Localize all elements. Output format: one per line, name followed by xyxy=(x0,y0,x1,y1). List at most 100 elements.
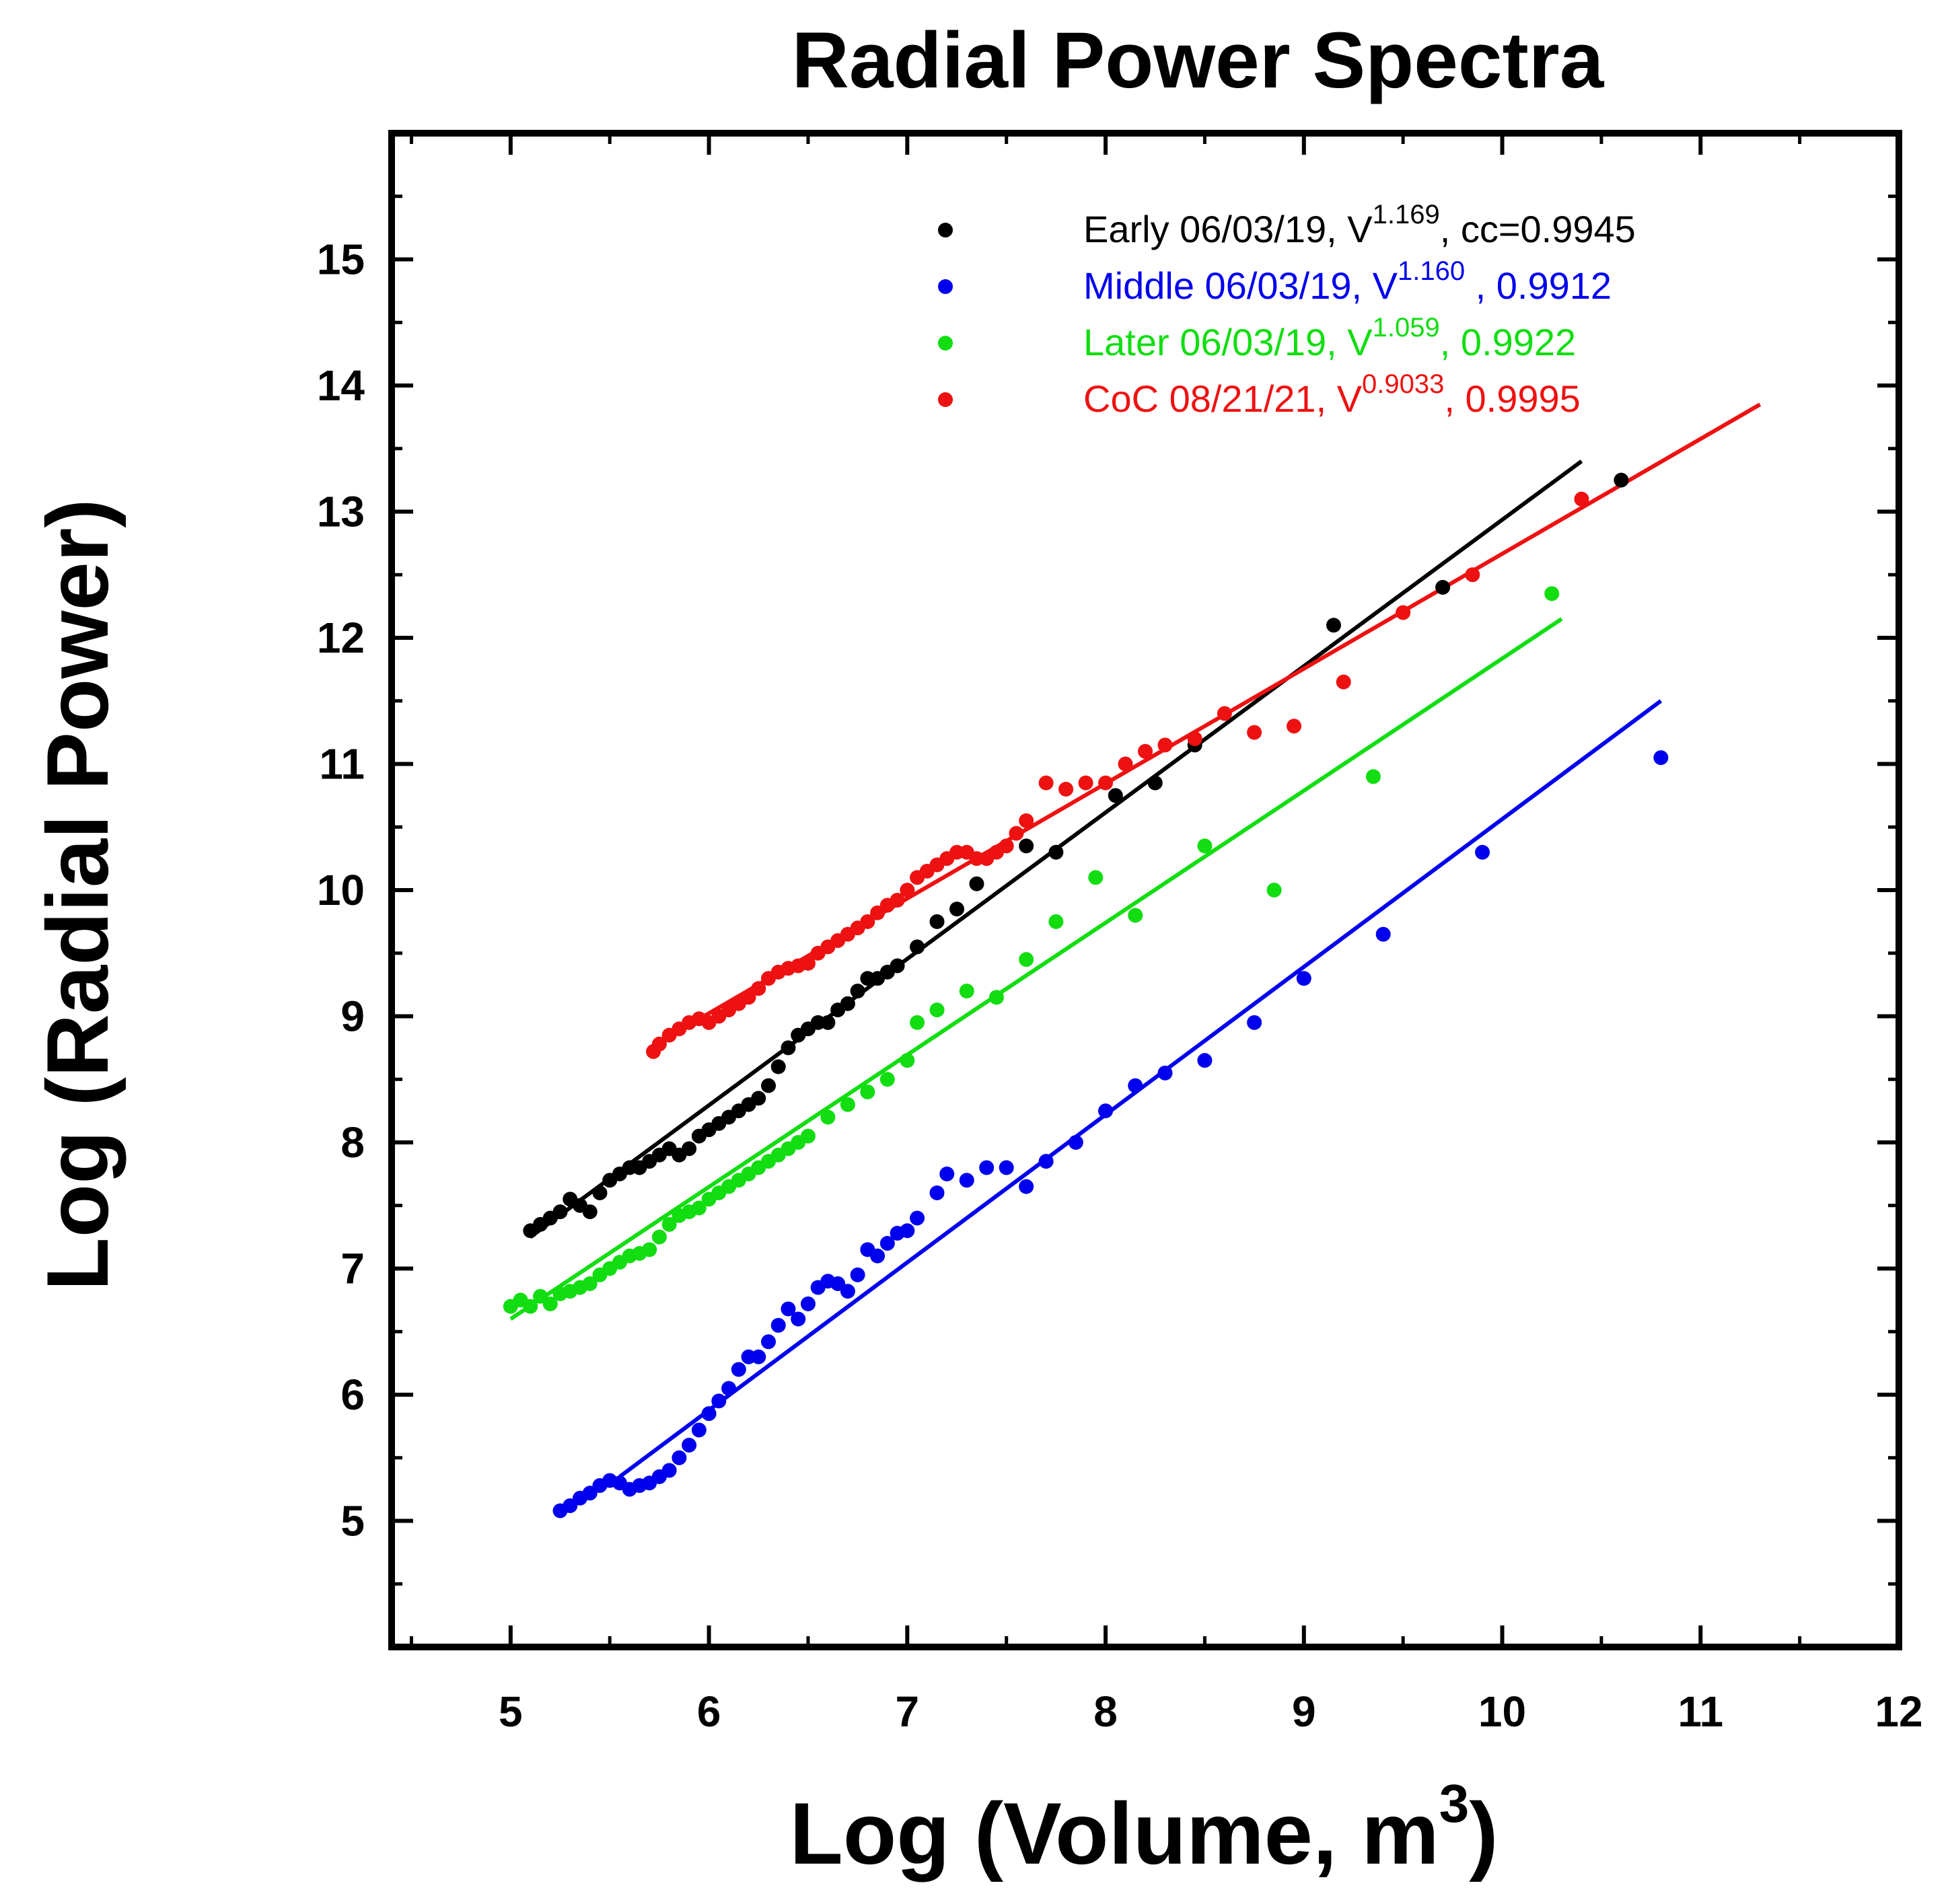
point-series-3 xyxy=(1098,775,1114,791)
point-series-0 xyxy=(1326,618,1341,633)
point-series-0 xyxy=(969,876,984,891)
legend-marker xyxy=(938,279,953,294)
point-series-2 xyxy=(988,990,1004,1005)
x-tick-label: 5 xyxy=(499,1687,523,1736)
point-series-1 xyxy=(1296,971,1311,986)
point-series-1 xyxy=(672,1450,687,1465)
point-series-2 xyxy=(879,1072,895,1087)
point-series-1 xyxy=(910,1210,925,1226)
point-series-2 xyxy=(1197,838,1213,854)
point-series-0 xyxy=(592,1185,608,1200)
point-series-1 xyxy=(850,1267,865,1282)
point-series-2 xyxy=(523,1298,538,1314)
point-series-3 xyxy=(1157,737,1173,753)
axis-ticks xyxy=(392,133,1901,1647)
point-series-0 xyxy=(1108,788,1123,803)
x-axis-title: Log (Volume, m3) xyxy=(789,1773,1498,1882)
legend-entry-exponent: 1.059 xyxy=(1373,313,1440,342)
point-series-3 xyxy=(860,914,875,929)
x-tick-label: 7 xyxy=(896,1687,920,1736)
point-series-2 xyxy=(691,1200,707,1216)
point-series-3 xyxy=(1217,706,1232,721)
legend-entry-stat: , 0.9995 xyxy=(1444,377,1580,420)
legend-entry: Early 06/03/19, V1.169, cc=0.9945 xyxy=(1083,200,1636,250)
legend-entry-name: Early 06/03/19, V xyxy=(1083,208,1373,250)
point-series-1 xyxy=(1038,1154,1054,1169)
point-series-2 xyxy=(1544,586,1560,601)
x-tick-label: 10 xyxy=(1478,1687,1526,1736)
point-series-2 xyxy=(959,984,974,998)
point-series-1 xyxy=(721,1381,737,1396)
point-series-3 xyxy=(890,893,905,908)
legend-marker xyxy=(938,223,953,237)
point-series-2 xyxy=(542,1296,558,1311)
legend-entry: Middle 06/03/19, V1.160 , 0.9912 xyxy=(1083,256,1612,307)
x-tick-label: 12 xyxy=(1875,1687,1922,1736)
point-series-3 xyxy=(1058,782,1074,797)
point-series-0 xyxy=(1147,775,1163,791)
point-series-1 xyxy=(711,1393,727,1409)
point-series-0 xyxy=(840,996,855,1011)
point-series-1 xyxy=(1653,750,1669,766)
x-axis-title-tail: ) xyxy=(1469,1784,1498,1882)
point-series-3 xyxy=(1009,826,1024,841)
legend-marker xyxy=(938,336,953,351)
x-tick-label: 8 xyxy=(1093,1687,1118,1736)
point-series-2 xyxy=(1088,870,1104,885)
fit-lines xyxy=(509,402,1762,1479)
point-series-2 xyxy=(582,1276,598,1291)
point-series-1 xyxy=(800,1296,816,1311)
x-tick-label: 11 xyxy=(1678,1687,1723,1736)
y-tick-label: 13 xyxy=(317,488,365,536)
point-series-1 xyxy=(731,1362,746,1377)
point-series-3 xyxy=(1038,775,1054,791)
point-series-2 xyxy=(840,1097,855,1112)
x-axis-title-sup: 3 xyxy=(1439,1773,1470,1833)
point-series-3 xyxy=(1118,756,1133,772)
y-tick-label: 6 xyxy=(340,1370,365,1419)
point-series-3 xyxy=(1019,813,1034,828)
legend-entry-exponent: 1.169 xyxy=(1373,200,1440,229)
y-tick-label: 7 xyxy=(340,1245,365,1293)
x-tick-label: 9 xyxy=(1292,1687,1316,1736)
point-series-0 xyxy=(1435,580,1451,595)
point-series-0 xyxy=(770,1059,786,1074)
point-series-3 xyxy=(1247,725,1262,740)
legend-entry-stat: , 0.9922 xyxy=(1440,321,1576,363)
point-series-3 xyxy=(1465,567,1480,583)
legend: Early 06/03/19, V1.169, cc=0.9945 Middle … xyxy=(938,200,1636,420)
point-series-1 xyxy=(979,1160,995,1175)
point-series-3 xyxy=(999,838,1014,854)
point-series-3 xyxy=(1138,743,1153,759)
point-series-3 xyxy=(1396,605,1411,620)
point-series-3 xyxy=(751,981,766,996)
point-series-3 xyxy=(651,1036,667,1052)
y-axis-title: Log (Radial Power) xyxy=(28,499,127,1290)
data-points xyxy=(503,472,1669,1518)
legend-entry-exponent: 0.9033 xyxy=(1362,369,1444,399)
point-series-3 xyxy=(1574,491,1589,507)
point-series-1 xyxy=(879,1236,895,1251)
point-series-0 xyxy=(751,1091,766,1106)
y-tick-label: 5 xyxy=(340,1497,365,1545)
point-series-0 xyxy=(929,914,945,929)
point-series-0 xyxy=(781,1040,796,1056)
point-series-2 xyxy=(800,1128,816,1144)
point-series-2 xyxy=(1266,883,1282,898)
point-series-1 xyxy=(1068,1135,1083,1150)
point-series-2 xyxy=(929,1002,945,1018)
point-series-2 xyxy=(661,1216,677,1232)
point-series-2 xyxy=(1048,914,1064,929)
legend-entry-name: Middle 06/03/19, V xyxy=(1083,264,1398,307)
point-series-3 xyxy=(1336,674,1351,690)
point-series-1 xyxy=(870,1248,886,1264)
point-series-2 xyxy=(900,1053,915,1068)
point-series-1 xyxy=(661,1463,677,1478)
point-series-1 xyxy=(939,1166,955,1181)
point-series-0 xyxy=(1019,838,1034,854)
point-series-2 xyxy=(1365,769,1381,784)
point-series-3 xyxy=(741,990,756,1005)
y-tick-label: 11 xyxy=(319,740,365,789)
point-series-0 xyxy=(890,958,905,974)
